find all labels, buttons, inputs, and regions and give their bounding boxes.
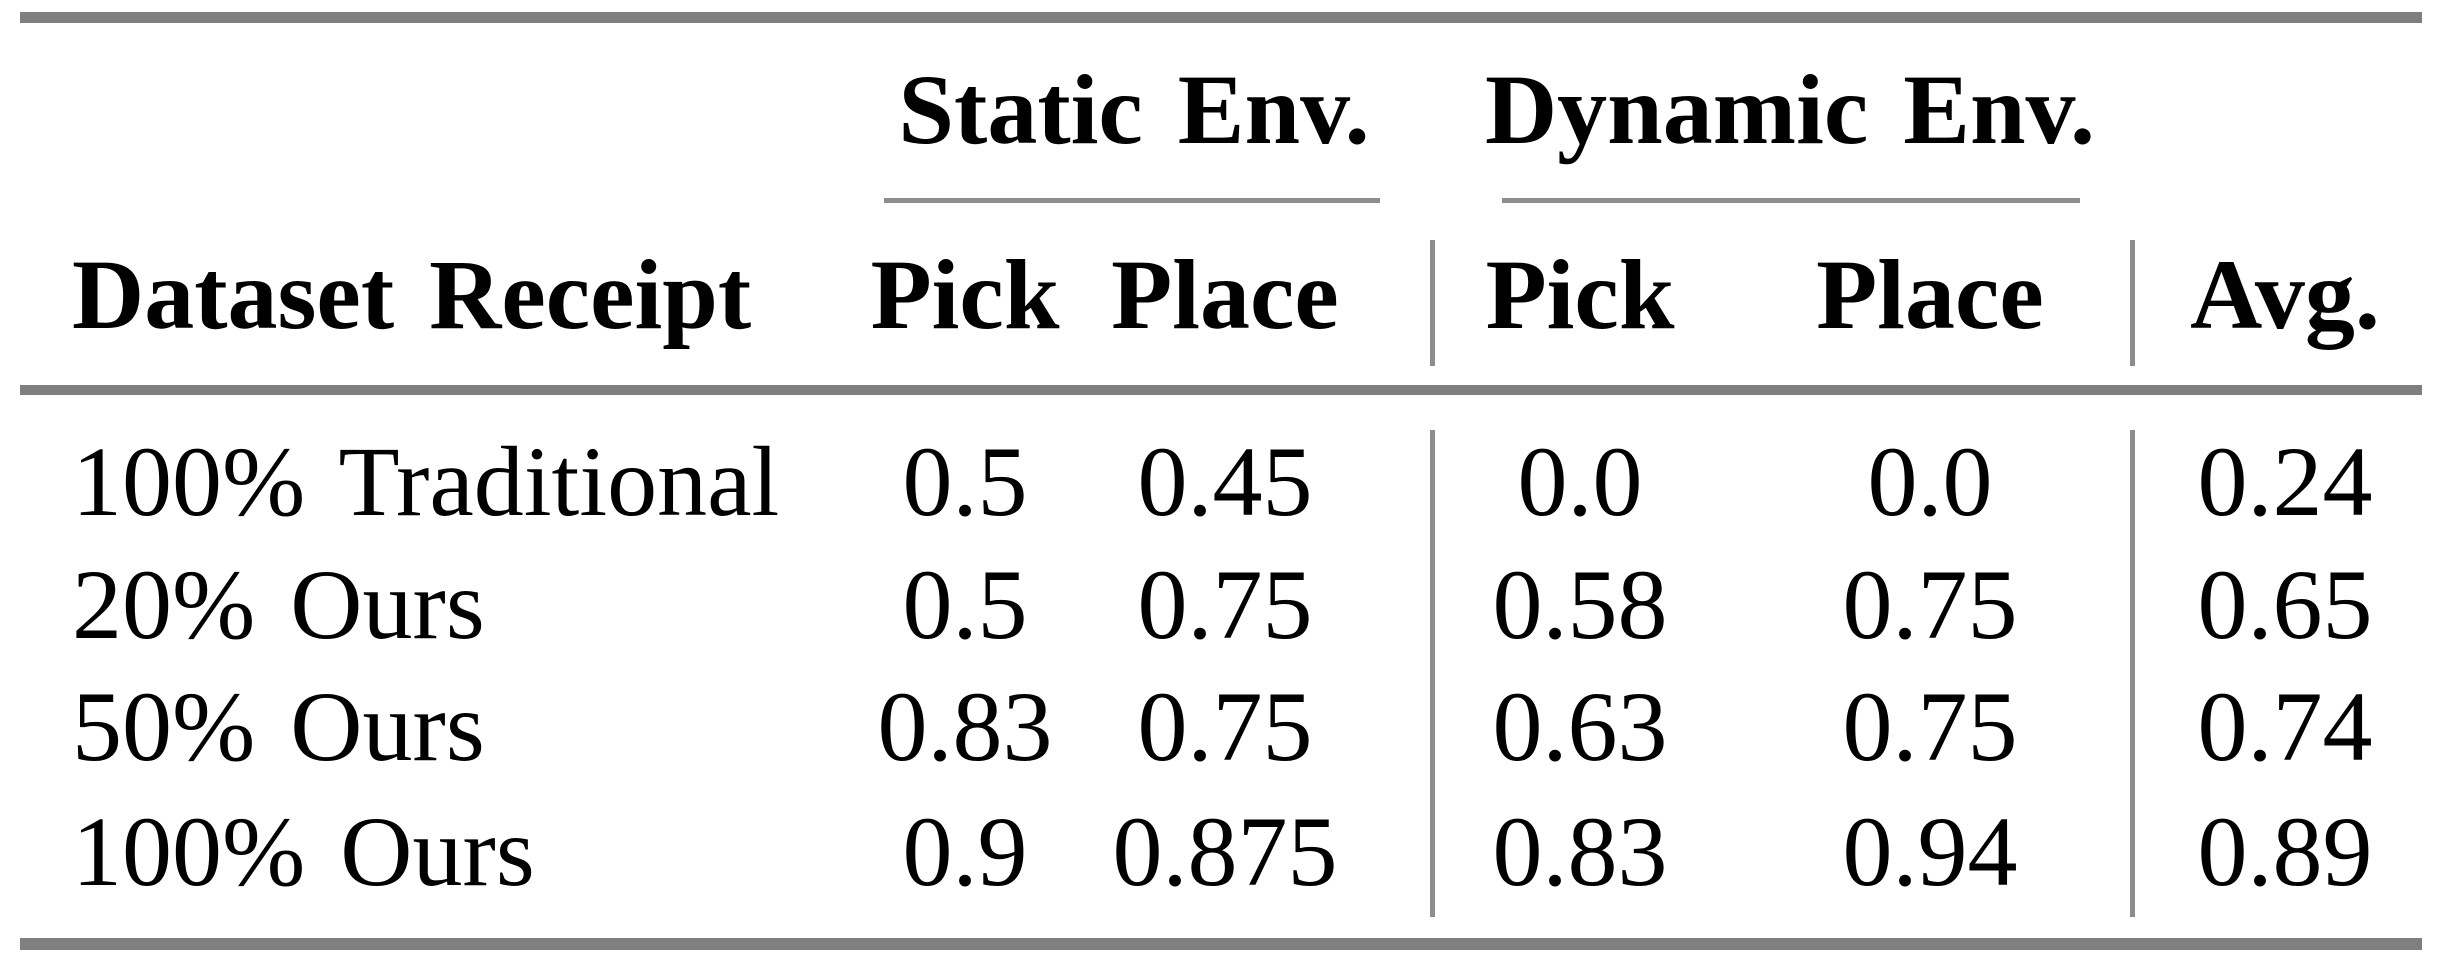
cell-avg: 0.74 (2197, 671, 2373, 782)
cell-static-place: 0.75 (1137, 549, 1313, 660)
header-dynamic-pick: Pick (1485, 239, 1675, 350)
cell-dynamic-pick: 0.83 (1492, 796, 1668, 907)
row-label: 20% Ours (72, 549, 485, 660)
cell-avg: 0.24 (2197, 426, 2373, 537)
cell-static-pick: 0.9 (902, 796, 1028, 907)
cell-static-pick: 0.5 (902, 549, 1028, 660)
cell-dynamic-place: 0.75 (1842, 671, 2018, 782)
cell-avg: 0.65 (2197, 549, 2373, 660)
cell-static-place: 0.75 (1137, 671, 1313, 782)
column-group-static-env: Static Env. (898, 54, 1370, 165)
static-env-cmidrule (884, 198, 1380, 203)
row-label: 50% Ours (72, 671, 485, 782)
cell-dynamic-pick: 0.58 (1492, 549, 1668, 660)
cell-dynamic-place: 0.0 (1867, 426, 1993, 537)
header-dynamic-place: Place (1816, 239, 2044, 350)
table-top-rule (20, 12, 2422, 23)
body-vertical-separator-2 (2130, 430, 2135, 917)
cell-dynamic-pick: 0.63 (1492, 671, 1668, 782)
row-label: 100% Ours (72, 796, 535, 907)
body-vertical-separator-1 (1430, 430, 1435, 917)
header-static-place: Place (1111, 239, 1339, 350)
header-static-pick: Pick (870, 239, 1060, 350)
cell-dynamic-place: 0.75 (1842, 549, 2018, 660)
cell-static-pick: 0.5 (902, 426, 1028, 537)
cell-dynamic-place: 0.94 (1842, 796, 2018, 907)
header-avg: Avg. (2190, 239, 2380, 350)
column-group-dynamic-env: Dynamic Env. (1484, 54, 2096, 165)
table-bottom-rule (20, 938, 2422, 950)
cell-static-place: 0.875 (1112, 796, 1338, 907)
header-dataset-receipt: Dataset Receipt (72, 239, 752, 350)
header-vertical-separator-1 (1430, 240, 1435, 366)
dynamic-env-cmidrule (1502, 198, 2080, 203)
cell-avg: 0.89 (2197, 796, 2373, 907)
cell-static-place: 0.45 (1137, 426, 1313, 537)
header-vertical-separator-2 (2130, 240, 2135, 366)
cell-static-pick: 0.83 (877, 671, 1053, 782)
table-mid-rule (20, 385, 2422, 395)
cell-dynamic-pick: 0.0 (1517, 426, 1643, 537)
row-label: 100% Traditional (72, 426, 780, 537)
